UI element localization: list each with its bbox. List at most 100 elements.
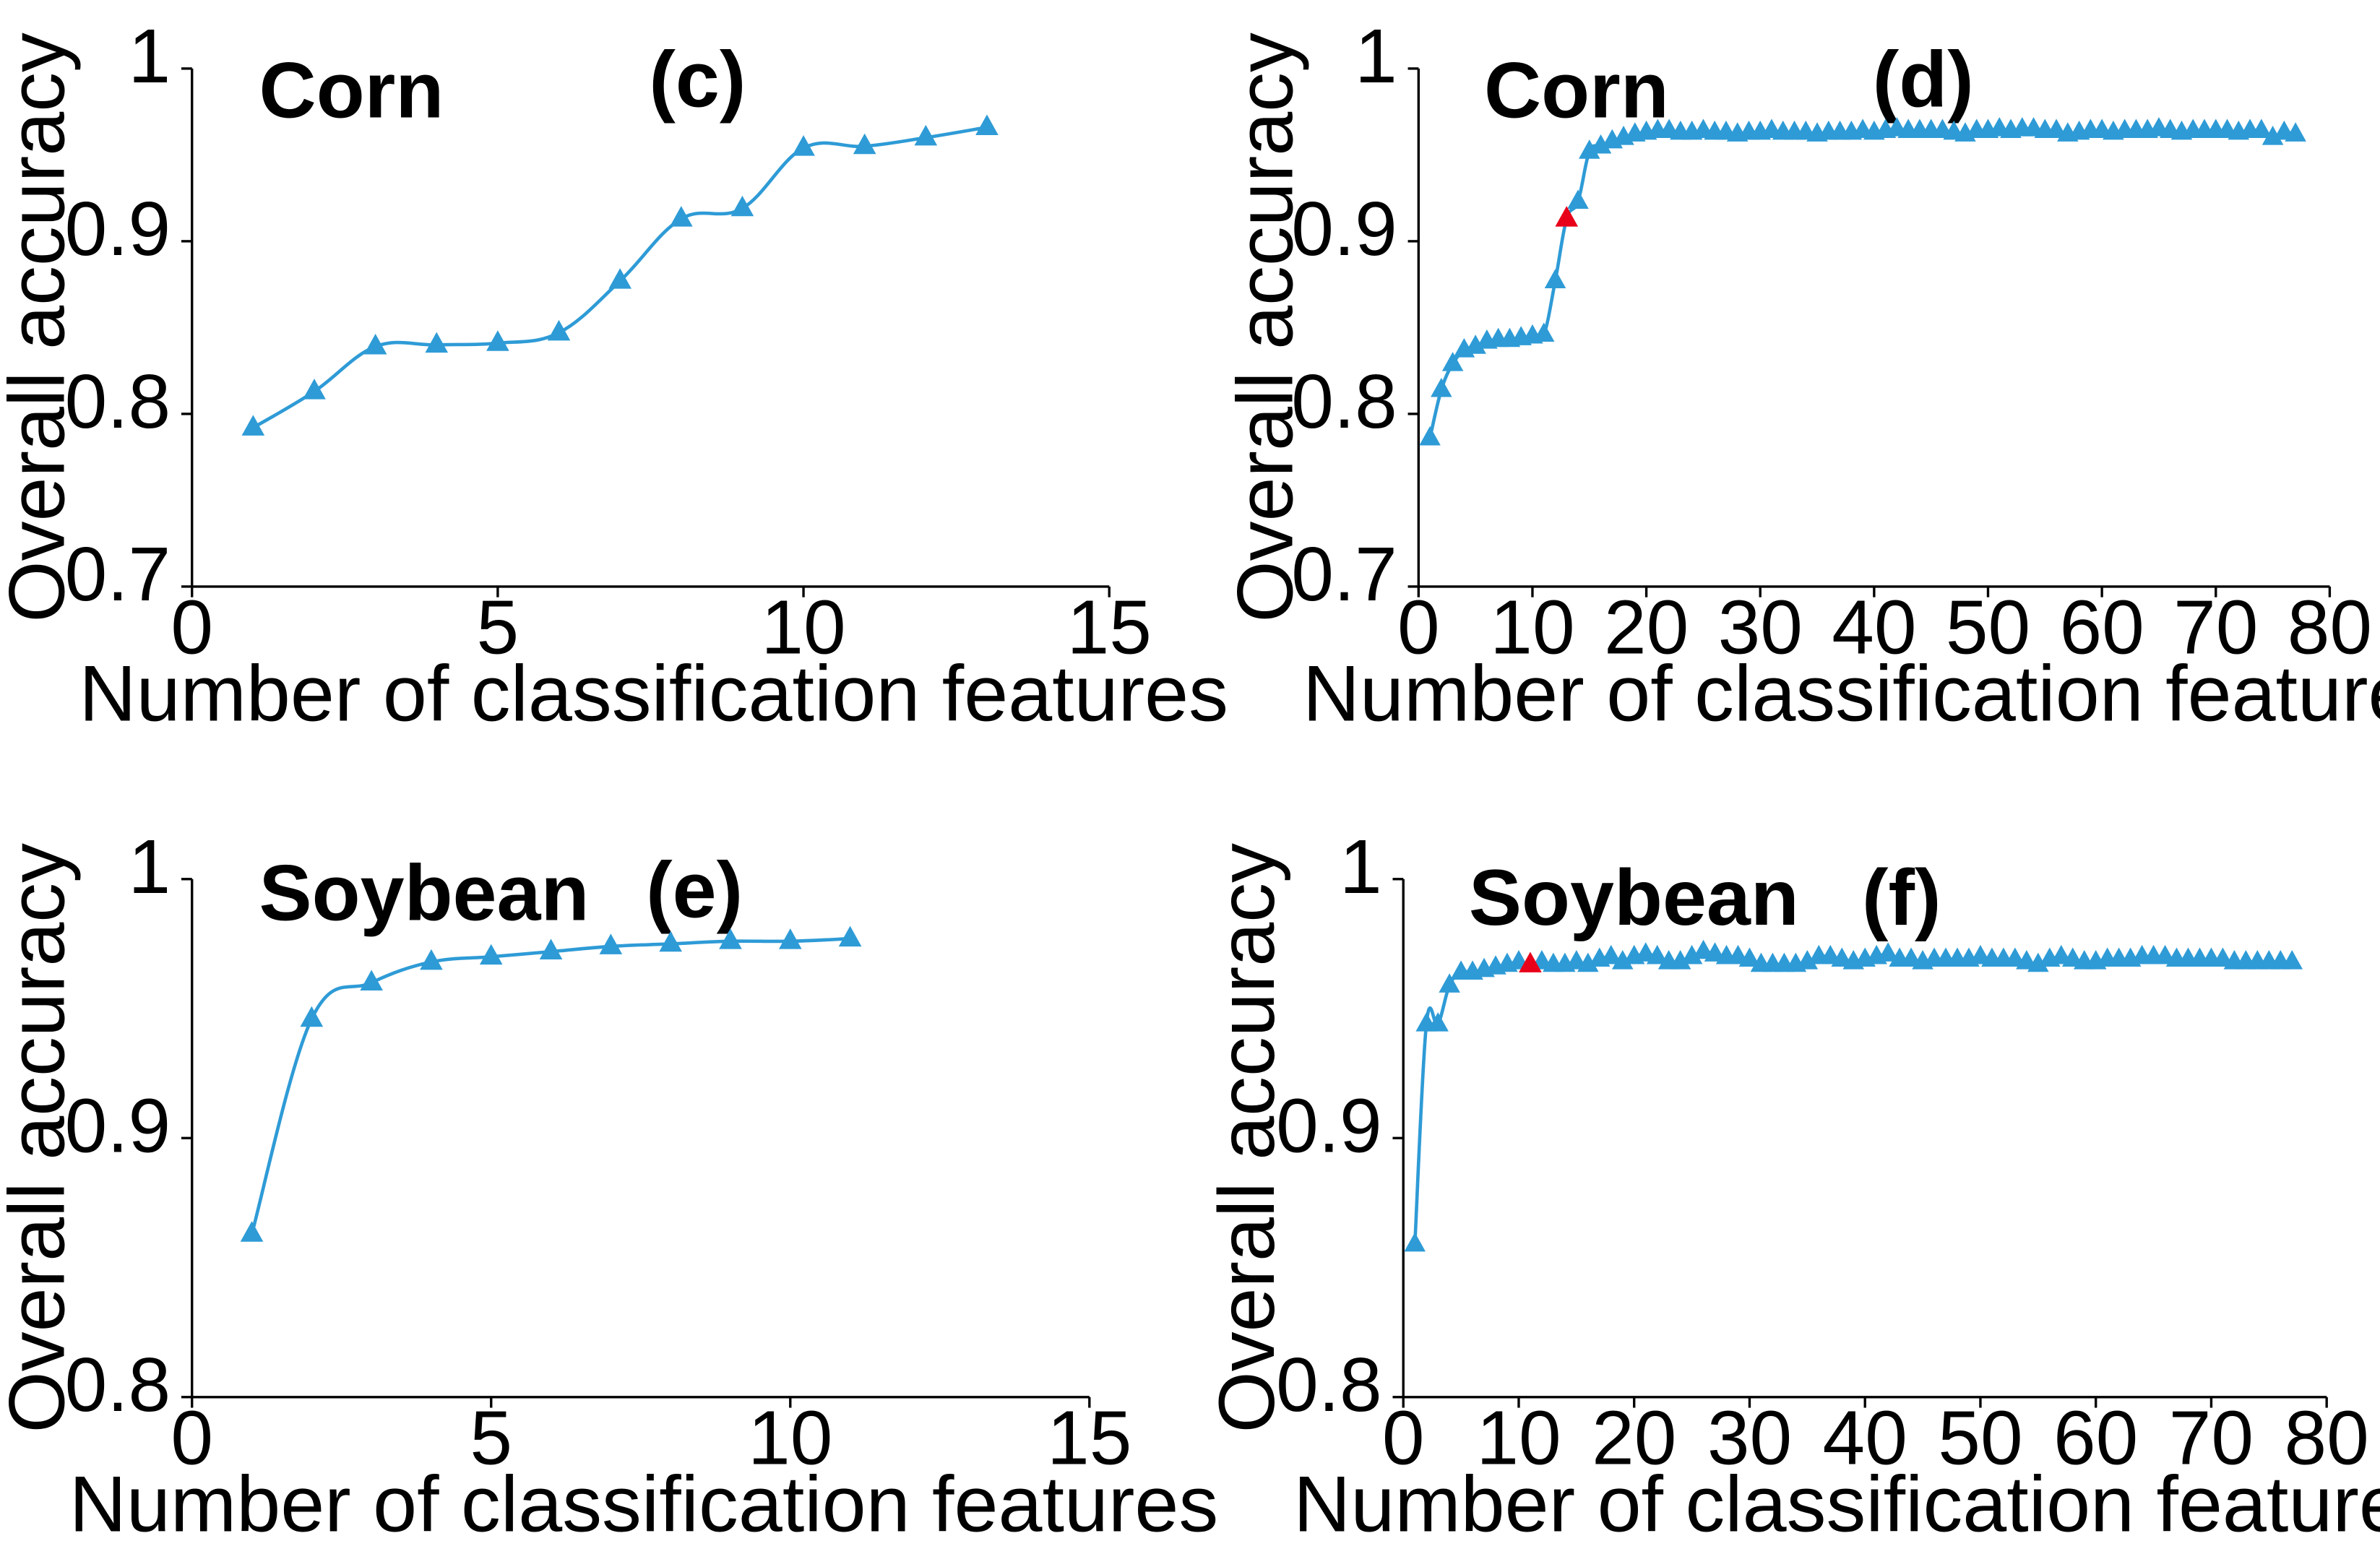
crop-label: Corn <box>259 46 444 134</box>
y-tick-label: 0.7 <box>65 532 171 617</box>
series-line <box>250 936 850 1235</box>
y-tick-label: 0.8 <box>1276 1343 1382 1428</box>
data-point <box>659 931 682 952</box>
data-point <box>792 135 815 156</box>
data-point <box>669 206 693 227</box>
data-point <box>420 949 443 970</box>
data-point <box>1738 947 1761 967</box>
data-point <box>1419 426 1441 446</box>
x-axis-title: Number of classification features <box>69 1460 1219 1548</box>
data-point <box>2285 122 2306 142</box>
x-tick-label: 10 <box>1476 1397 1561 1481</box>
y-tick-label: 1 <box>129 825 171 910</box>
panel-label: (d) <box>1873 36 1974 124</box>
data-point <box>599 933 623 954</box>
y-tick-label: 0.8 <box>65 360 171 444</box>
x-tick-label: 20 <box>1604 586 1689 670</box>
x-tick-label: 30 <box>1718 586 1803 670</box>
data-point <box>363 334 387 355</box>
highlight-point <box>1519 951 1542 972</box>
x-tick-label: 0 <box>171 1397 213 1481</box>
x-tick-label: 70 <box>2169 1397 2254 1481</box>
x-tick-label: 50 <box>1938 1397 2022 1481</box>
x-axis-title: Number of classification features <box>1293 1460 2380 1548</box>
x-tick-label: 0 <box>1382 1397 1425 1481</box>
data-point <box>1431 377 1452 397</box>
data-point <box>2262 126 2284 145</box>
data-point <box>1669 950 1691 970</box>
data-point <box>1681 944 1703 964</box>
data-point <box>1532 322 1555 342</box>
data-point <box>1579 139 1600 159</box>
chart-panel-e: 0 5 10 15 0.8 0.9 1 Number of classification fe… <box>0 825 1218 1549</box>
data-point <box>360 970 383 991</box>
data-point <box>719 928 742 949</box>
x-tick-label: 5 <box>470 1397 512 1481</box>
y-axis-title: Overall accuracy <box>1221 33 1309 623</box>
y-axis-title: Overall accuracy <box>0 843 82 1433</box>
chart-panel-f: 0 10 20 30 40 50 60 70 80 0.8 0.9 1 Number of classi… <box>1203 825 2380 1549</box>
data-point <box>425 332 449 353</box>
data-point <box>1404 1232 1426 1252</box>
x-tick-label: 30 <box>1707 1397 1792 1481</box>
y-tick-label: 1 <box>1355 14 1397 99</box>
x-tick-label: 60 <box>2059 586 2144 670</box>
crop-label: Corn <box>1484 46 1669 134</box>
data-point <box>608 268 631 289</box>
x-tick-label: 15 <box>1047 1397 1131 1481</box>
data-point <box>2281 950 2303 970</box>
data-point <box>1441 352 1464 371</box>
data-point <box>975 114 999 135</box>
crop-label: Soybean <box>259 850 590 938</box>
data-point <box>1544 269 1566 288</box>
x-tick-label: 10 <box>761 586 845 670</box>
data-point <box>241 415 265 436</box>
x-tick-label: 5 <box>477 586 519 670</box>
data-point <box>838 925 862 947</box>
x-tick-label: 10 <box>748 1397 832 1481</box>
y-tick-label: 0.9 <box>65 1084 171 1168</box>
panel-label: (f) <box>1862 854 1941 942</box>
x-tick-label: 40 <box>1832 586 1916 670</box>
data-point <box>1577 952 1599 972</box>
x-tick-label: 60 <box>2053 1397 2138 1481</box>
y-tick-label: 0.9 <box>1291 187 1397 272</box>
data-point <box>547 319 571 341</box>
data-point <box>1600 944 1622 964</box>
data-point <box>1590 134 1612 154</box>
x-tick-label: 80 <box>2288 586 2372 670</box>
y-tick-label: 0.9 <box>65 187 171 272</box>
x-tick-label: 0 <box>1397 586 1440 670</box>
data-point <box>914 124 938 146</box>
y-tick-label: 0.9 <box>1276 1084 1382 1168</box>
y-axis-title: Overall accuracy <box>1203 843 1291 1433</box>
data-point <box>1465 334 1486 354</box>
data-point <box>778 928 802 949</box>
data-point <box>2027 952 2049 972</box>
x-tick-label: 70 <box>2173 586 2258 670</box>
data-point <box>1796 950 1819 970</box>
data-point <box>1439 973 1460 993</box>
data-point <box>539 938 563 959</box>
chart-panel-c: 0 5 10 15 0.7 0.8 0.9 1 Number of classification… <box>0 14 1228 738</box>
crop-label: Soybean <box>1469 854 1799 942</box>
data-point <box>730 195 754 217</box>
y-tick-label: 0.7 <box>1291 532 1397 617</box>
data-point <box>1877 942 1899 962</box>
y-axis-title: Overall accuracy <box>0 33 82 623</box>
highlight-point <box>1555 206 1579 227</box>
panel-label: (c) <box>649 36 746 124</box>
data-point <box>1646 944 1668 964</box>
x-tick-label: 20 <box>1592 1397 1676 1481</box>
y-tick-label: 0.8 <box>65 1343 171 1428</box>
y-tick-label: 0.8 <box>1291 360 1397 444</box>
panel-label: (e) <box>646 847 743 935</box>
x-tick-label: 10 <box>1490 586 1574 670</box>
data-point <box>2251 118 2272 139</box>
y-tick-label: 1 <box>1340 825 1382 910</box>
data-point <box>1611 950 1634 970</box>
x-tick-label: 50 <box>1946 586 2030 670</box>
data-point <box>303 379 326 400</box>
